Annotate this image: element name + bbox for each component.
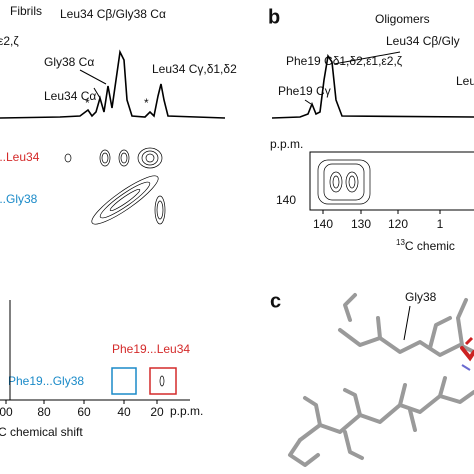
tick-label: 60: [77, 405, 91, 419]
cross-peak-label: Phe19...Leu34: [112, 342, 190, 356]
cross-peak-label: Phe19...Gly38: [8, 374, 84, 388]
contours: [64, 147, 166, 225]
contour: [159, 375, 165, 387]
peak-label: Leu: [456, 74, 474, 88]
axis-label: 13C chemic: [396, 238, 455, 253]
panel-c: c Gly38: [270, 290, 474, 467]
molecule: [288, 293, 474, 467]
peak-label: Leu34 Cβ/Gly38 Cα: [60, 7, 166, 21]
box: [111, 367, 137, 395]
pointer: [79, 69, 107, 85]
box: [149, 367, 177, 395]
cross-peak-label: ...Gly38: [0, 192, 38, 206]
panel-b: b Oligomers Leu34 Cβ/Gly Phe19 Cδ1,δ2,ε1…: [268, 6, 474, 253]
peak-label: Gly38 Cα: [44, 55, 94, 69]
panel-letter: b: [268, 6, 280, 28]
tick-label: 40: [117, 405, 131, 419]
axis-unit: p.p.m.: [170, 404, 203, 418]
panel-a: Fibrils ε2,ζ Leu34 Cβ/Gly38 Cα Gly38 Cα …: [0, 4, 237, 439]
panel-letter: c: [270, 290, 281, 312]
spectrum: [271, 53, 474, 119]
x-ticks: 00 80 60 40 20: [0, 400, 164, 419]
star: *: [144, 96, 149, 110]
tick-label: 130: [351, 217, 371, 231]
tick-label: 20: [150, 405, 164, 419]
pointer: [304, 99, 312, 105]
peak-label: Leu34 Cβ/Gly: [386, 34, 460, 48]
star: *: [85, 96, 90, 110]
tick-label: 140: [276, 193, 296, 207]
panel-title: Oligomers: [375, 12, 430, 26]
peak-label: ε2,ζ: [0, 34, 19, 48]
pointer: [333, 51, 401, 65]
tick-label: 80: [37, 405, 51, 419]
tick-label: 140: [313, 217, 333, 231]
tick-label: 1: [437, 217, 444, 231]
contours: [317, 159, 371, 205]
cross-peak-label: ...Leu34: [0, 150, 40, 164]
tick-label: 120: [388, 217, 408, 231]
axis-label-text: C chemic: [405, 239, 455, 253]
peak-label: Leu34 Cα: [44, 89, 96, 103]
pointer: [93, 87, 101, 99]
tick-label: 00: [0, 405, 13, 419]
plot-frame: [309, 151, 474, 211]
peak-label: Phe19 Cδ1,δ2,ε1,ε2,ζ: [286, 54, 403, 68]
spectrum: [0, 49, 226, 119]
axis-label: C chemical shift: [0, 425, 83, 439]
pointer: [403, 305, 411, 341]
peak-label: Leu34 Cγ,δ1,δ2: [152, 62, 237, 76]
panel-title: Fibrils: [10, 4, 42, 18]
axis-unit: p.p.m.: [270, 137, 303, 151]
residue-label: Gly38: [405, 290, 437, 304]
peak-label: Phe19 Cγ: [278, 84, 331, 98]
x-ticks: 140 130 120 1: [313, 210, 444, 231]
superscript: 13: [396, 238, 405, 247]
